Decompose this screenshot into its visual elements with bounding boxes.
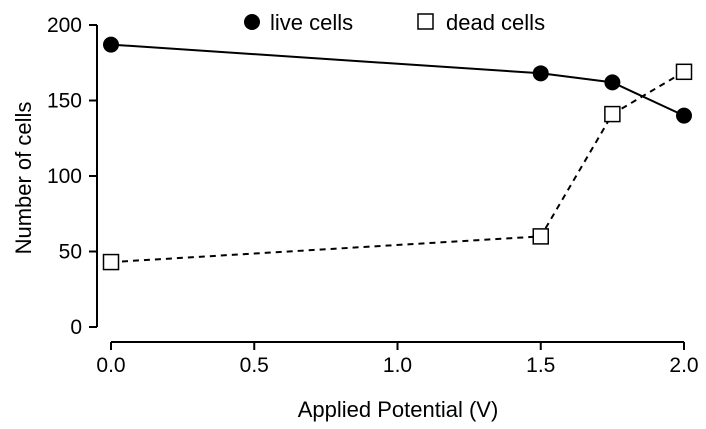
data-point-dead-cells: [675, 63, 693, 81]
y-tick-label: 0: [70, 316, 82, 339]
y-axis-title: Number of cells: [11, 102, 36, 255]
y-tick-label: 200: [47, 14, 82, 37]
series-line-dead-cells: [110, 70, 685, 264]
x-tick-label: 1.5: [526, 354, 555, 377]
plot-series: [102, 36, 693, 271]
x-axis-title: Applied Potential (V): [298, 397, 499, 422]
data-point-dead-cells: [102, 253, 120, 271]
x-tick-label: 2.0: [669, 354, 698, 377]
x-tick-label: 0.5: [240, 354, 269, 377]
data-point-live-cells: [103, 36, 119, 53]
data-point-dead-cells: [532, 228, 549, 245]
data-point-dead-cells: [604, 105, 621, 123]
legend-marker-live-cells: [244, 14, 260, 30]
x-tick-label: 0.0: [96, 354, 125, 377]
y-tick-label: 50: [59, 241, 82, 264]
x-ticks: 0.0 0.5 1.0 1.5 2.0: [96, 342, 699, 377]
x-axis: 0.0 0.5 1.0 1.5 2.0: [96, 341, 699, 377]
x-tick-label: 1.0: [383, 354, 412, 377]
data-point-live-cells: [604, 74, 621, 91]
y-ticks: 0 50 100 150 200: [47, 14, 97, 339]
legend: live cells dead cells: [244, 10, 545, 35]
series-dead-cells: [102, 63, 693, 271]
legend-label-dead-cells: dead cells: [446, 10, 545, 35]
legend-label-live-cells: live cells: [270, 10, 353, 35]
y-tick-label: 150: [47, 90, 82, 113]
data-point-live-cells: [676, 107, 692, 124]
series-live-cells: [103, 36, 692, 124]
legend-marker-dead-cells: [417, 13, 434, 30]
data-point-live-cells: [532, 65, 549, 82]
y-axis: 0 50 100 150 200: [47, 14, 98, 339]
y-tick-label: 100: [47, 165, 82, 188]
series-line-live-cells: [110, 43, 685, 117]
